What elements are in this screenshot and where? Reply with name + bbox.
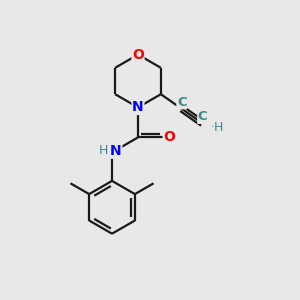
Text: C: C — [177, 96, 187, 109]
Text: O: O — [132, 48, 144, 62]
Text: O: O — [163, 130, 175, 144]
Text: C: C — [198, 110, 208, 123]
Text: N: N — [110, 144, 122, 158]
Text: ·H: ·H — [210, 121, 224, 134]
Text: H: H — [99, 143, 108, 157]
Text: N: N — [132, 100, 144, 114]
